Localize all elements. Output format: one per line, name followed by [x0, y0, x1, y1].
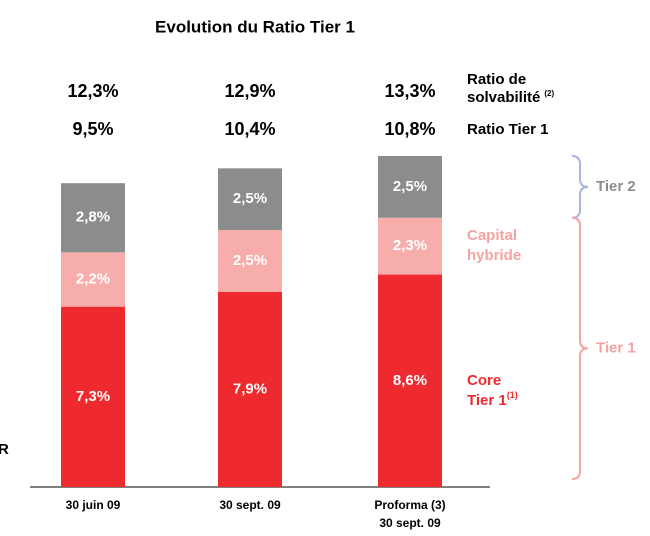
- bar-segment: [218, 168, 282, 231]
- total-label: 10,4%: [224, 119, 275, 139]
- value-label: 7,9%: [233, 380, 267, 397]
- series-label: Capital: [467, 227, 517, 244]
- bar-segment: [61, 306, 125, 487]
- total-name: solvabilité (2): [467, 89, 554, 106]
- x-tick-label: Proforma (3): [374, 498, 445, 512]
- total-name: Ratio Tier 1: [467, 121, 548, 138]
- text-fragment: R: [0, 441, 9, 458]
- total-label: 9,5%: [72, 119, 113, 139]
- brace-label: Tier 1: [596, 339, 636, 356]
- brace-label: Tier 2: [596, 178, 636, 195]
- note: (1): [507, 390, 518, 400]
- bar-segment: [61, 183, 125, 253]
- brace-tier2: [571, 155, 589, 219]
- x-tick-label: 30 sept. 09: [379, 516, 441, 530]
- value-label: 8,6%: [393, 372, 427, 389]
- bar-segment: [378, 217, 442, 275]
- bar-segment: [378, 156, 442, 218]
- value-label: 7,3%: [76, 388, 110, 405]
- value-label: 2,5%: [233, 190, 267, 207]
- value-label: 2,5%: [393, 178, 427, 195]
- bar-segment: [218, 230, 282, 292]
- value-label: 2,5%: [233, 252, 267, 269]
- brace-tier1: [571, 216, 589, 480]
- total-name: Ratio de: [467, 71, 526, 88]
- x-tick-label: 30 sept. 09: [219, 498, 281, 512]
- bar-segment: [218, 291, 282, 487]
- series-label: Tier 1(1): [467, 390, 518, 409]
- value-label: 2,3%: [393, 237, 427, 254]
- bar-segment: [61, 252, 125, 307]
- value-label: 2,8%: [76, 209, 110, 226]
- total-label: 10,8%: [384, 119, 435, 139]
- total-label: 12,9%: [224, 81, 275, 101]
- chart-title: Evolution du Ratio Tier 1: [155, 17, 355, 36]
- total-label: 13,3%: [384, 81, 435, 101]
- note: (2): [544, 89, 554, 98]
- x-tick-label: 30 juin 09: [66, 498, 121, 512]
- series-label: hybride: [467, 247, 521, 264]
- value-label: 2,2%: [76, 270, 110, 287]
- series-label: Core: [467, 372, 501, 389]
- total-label: 12,3%: [67, 81, 118, 101]
- bar-segment: [378, 274, 442, 487]
